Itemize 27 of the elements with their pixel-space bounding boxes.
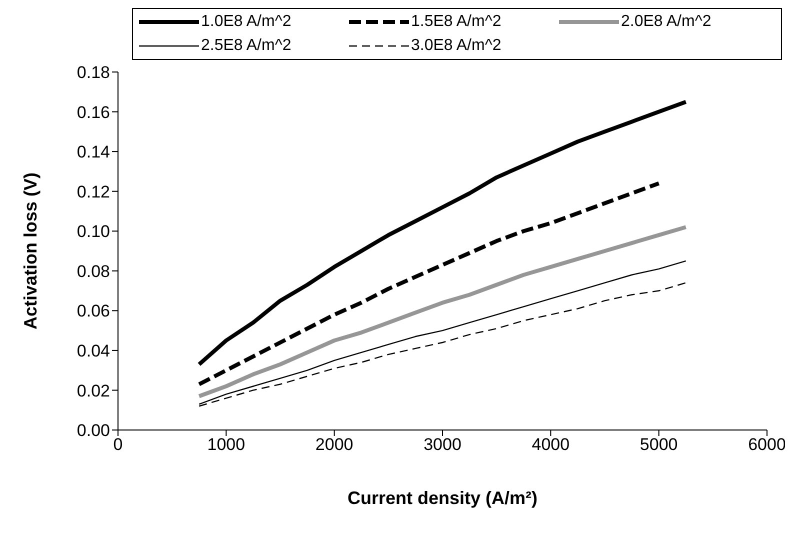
legend-label: 1.5E8 A/m^2	[411, 13, 502, 31]
y-tick-label: 0.00	[76, 421, 110, 440]
y-axis-title: Activation loss (V)	[20, 172, 40, 330]
x-tick-label: 6000	[748, 435, 786, 454]
y-tick-label: 0.06	[76, 302, 110, 321]
legend-label: 1.0E8 A/m^2	[201, 13, 292, 31]
x-tick-label: 4000	[532, 435, 570, 454]
legend-label: 2.5E8 A/m^2	[201, 37, 292, 55]
y-tick-label: 0.12	[76, 182, 110, 202]
y-tick-label: 0.02	[76, 381, 110, 400]
line-series	[197, 225, 688, 398]
y-tick-label: 0.08	[76, 262, 110, 281]
legend-label: 2.0E8 A/m^2	[621, 13, 712, 31]
y-tick-label: 0.10	[76, 222, 110, 242]
x-tick-label: 0	[113, 435, 123, 454]
line-series	[197, 100, 688, 366]
line-series	[197, 181, 661, 386]
x-tick-label: 5000	[640, 435, 678, 454]
x-tick-label: 2000	[315, 435, 354, 454]
y-tick-label: 0.04	[76, 341, 110, 360]
x-tick-label: 1000	[207, 435, 246, 454]
x-axis-title: Current density (A/m²)	[347, 488, 538, 508]
legend-label: 3.0E8 A/m^2	[411, 37, 502, 55]
x-tick-label: 3000	[424, 435, 462, 454]
y-tick-label: 0.16	[76, 102, 110, 122]
y-tick-label: 0.14	[76, 142, 110, 162]
y-tick-label: 0.18	[76, 63, 110, 82]
